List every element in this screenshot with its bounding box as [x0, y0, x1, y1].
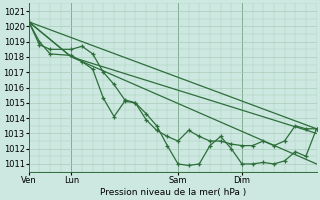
X-axis label: Pression niveau de la mer( hPa ): Pression niveau de la mer( hPa ) — [100, 188, 246, 197]
